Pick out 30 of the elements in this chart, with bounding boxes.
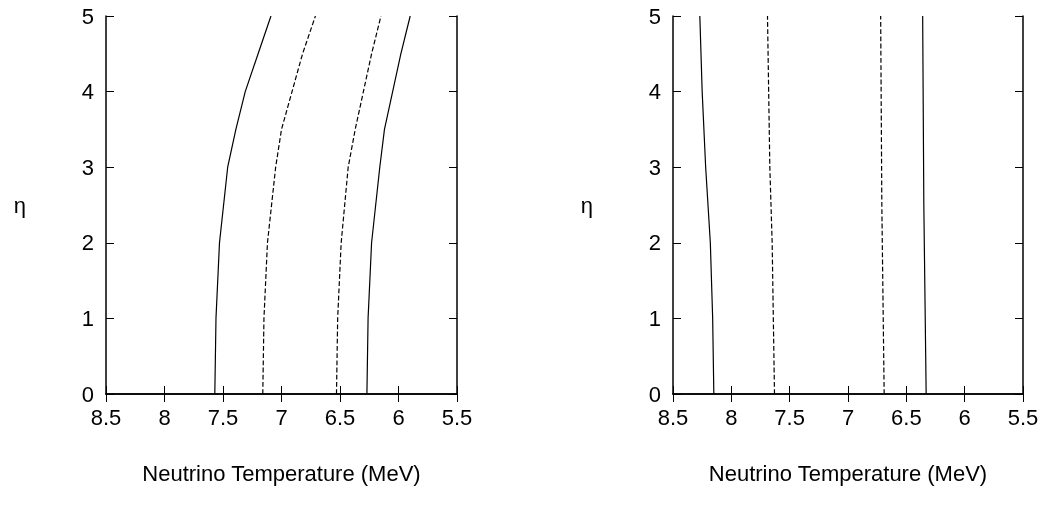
y-tick-label: 1 bbox=[81, 305, 94, 331]
y-tick-label: 1 bbox=[648, 305, 661, 331]
y-tick-label: 3 bbox=[648, 154, 661, 180]
y-tick-label: 4 bbox=[81, 79, 94, 105]
y-tick-label: 0 bbox=[81, 381, 94, 407]
x-tick-label: 6 bbox=[392, 404, 405, 430]
x-tick-label: 6 bbox=[958, 404, 971, 430]
x-tick-label: 7.5 bbox=[774, 404, 805, 430]
y-tick-label: 3 bbox=[81, 154, 94, 180]
x-tick-label: 8.5 bbox=[657, 404, 689, 430]
x-tick-label: 6.5 bbox=[324, 404, 356, 430]
y-axis-title: η bbox=[13, 192, 26, 218]
x-tick-label: 8.5 bbox=[90, 404, 122, 430]
y-tick-label: 0 bbox=[648, 381, 661, 407]
y-tick-label: 4 bbox=[648, 79, 661, 105]
x-axis-title: Neutrino Temperature (MeV) bbox=[708, 460, 988, 486]
x-tick-label: 6.5 bbox=[891, 404, 922, 430]
y-tick-label: 2 bbox=[81, 230, 94, 256]
x-tick-label: 8 bbox=[725, 404, 738, 430]
x-tick-label: 7.5 bbox=[207, 404, 239, 430]
y-axis-title: η bbox=[580, 192, 593, 218]
y-tick-label: 2 bbox=[648, 230, 661, 256]
y-tick-label: 5 bbox=[81, 3, 94, 29]
x-tick-label: 8 bbox=[158, 404, 171, 430]
x-tick-label: 5.5 bbox=[1007, 404, 1039, 430]
y-tick-label: 5 bbox=[648, 3, 661, 29]
x-tick-label: 5.5 bbox=[441, 404, 473, 430]
x-axis-title: Neutrino Temperature (MeV) bbox=[142, 460, 421, 486]
x-tick-label: 7 bbox=[841, 404, 855, 430]
x-tick-label: 7 bbox=[275, 404, 288, 430]
